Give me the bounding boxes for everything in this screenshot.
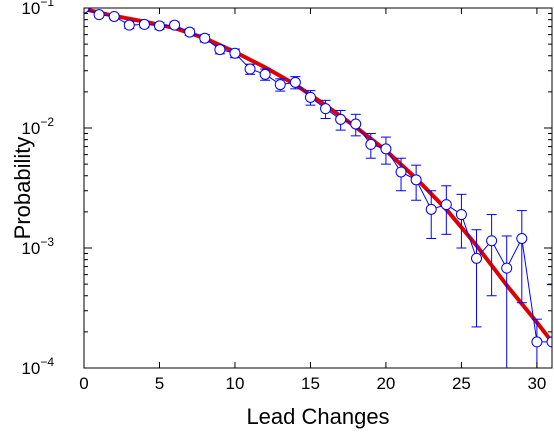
data-point: [185, 27, 195, 37]
data-point: [260, 69, 270, 79]
data-point: [170, 20, 180, 30]
data-point: [336, 114, 346, 124]
y-axis-label: Probability: [10, 137, 35, 240]
data-point: [200, 33, 210, 43]
data-point: [275, 80, 285, 90]
data-point: [472, 253, 482, 263]
data-point: [215, 45, 225, 55]
data-point: [381, 144, 391, 154]
data-point: [396, 167, 406, 177]
data-point: [305, 92, 315, 102]
x-tick-label: 5: [155, 374, 164, 393]
data-point: [532, 337, 542, 347]
x-tick-label: 0: [79, 374, 88, 393]
data-point: [441, 200, 451, 210]
data-point: [290, 77, 300, 87]
data-point: [411, 175, 421, 185]
data-point: [139, 19, 149, 29]
data-point: [487, 236, 497, 246]
data-point: [502, 263, 512, 273]
data-point: [456, 210, 466, 220]
data-point: [321, 104, 331, 114]
data-point: [245, 64, 255, 74]
data-point: [351, 119, 361, 129]
x-tick-label: 30: [527, 374, 546, 393]
x-tick-label: 20: [376, 374, 395, 393]
data-point: [517, 233, 527, 243]
data-point: [426, 204, 436, 214]
data-point: [109, 11, 119, 21]
data-point: [94, 10, 104, 20]
x-axis-label: Lead Changes: [246, 404, 389, 429]
data-point: [124, 20, 134, 30]
x-tick-label: 15: [301, 374, 320, 393]
data-point: [154, 21, 164, 31]
data-point: [366, 139, 376, 149]
x-tick-label: 25: [452, 374, 471, 393]
data-point: [230, 48, 240, 58]
x-tick-label: 10: [226, 374, 245, 393]
